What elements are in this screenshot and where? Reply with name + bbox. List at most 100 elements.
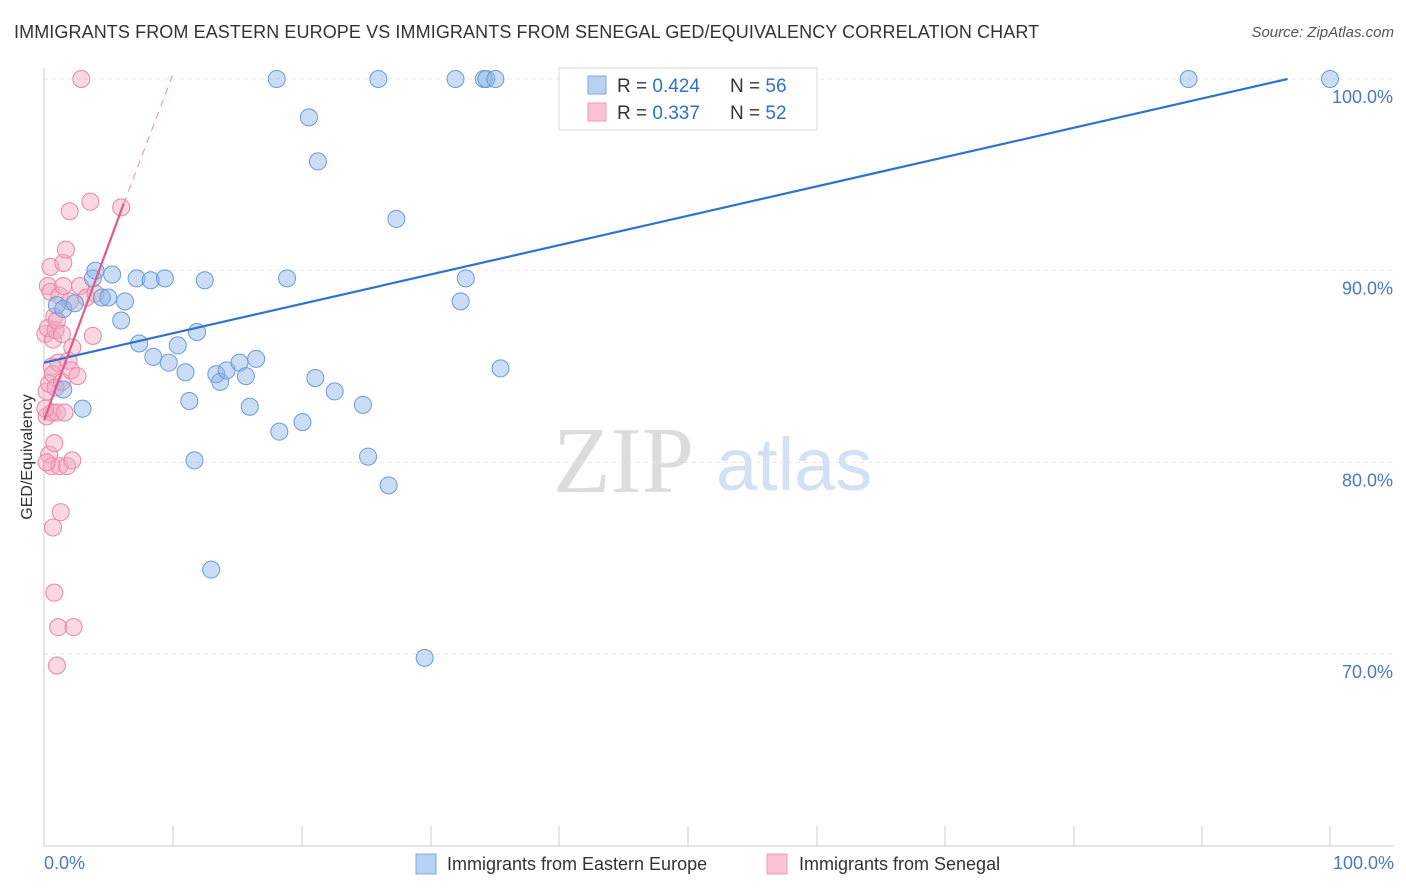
stats-n-label-blue: N = (730, 76, 765, 97)
point-senegal (58, 457, 77, 476)
point-senegal (44, 518, 63, 537)
trend-line-senegal (42, 203, 125, 421)
point-eastern-europe (247, 349, 266, 368)
series-eastern-europe-points (47, 70, 1339, 667)
point-senegal (63, 451, 82, 470)
point-eastern-europe (369, 70, 388, 88)
point-eastern-europe (185, 451, 204, 470)
x-tick-label-left: 0.0% (44, 853, 85, 873)
point-eastern-europe (1179, 70, 1198, 88)
stats-legend-swatch-pink (587, 102, 607, 122)
point-senegal (53, 324, 72, 343)
y-tick-label: 80.0% (1342, 470, 1393, 490)
svg-text:R = 0.337: R = 0.337 (617, 103, 700, 124)
point-senegal (83, 326, 102, 345)
point-eastern-europe (180, 392, 199, 410)
point-senegal (60, 202, 79, 221)
point-eastern-europe (73, 399, 92, 418)
point-eastern-europe (103, 265, 122, 284)
point-senegal (55, 403, 74, 422)
point-senegal (47, 656, 66, 675)
point-eastern-europe (155, 269, 174, 288)
watermark-zip: ZIP (553, 409, 694, 513)
stats-n-label-pink: N = (730, 103, 765, 124)
point-eastern-europe (456, 269, 475, 288)
chart-title: IMMIGRANTS FROM EASTERN EUROPE VS IMMIGR… (14, 22, 1040, 42)
point-eastern-europe (446, 70, 465, 88)
stats-legend-swatch-blue (587, 75, 607, 95)
trend-lines (42, 74, 1288, 421)
point-senegal (54, 254, 73, 272)
y-tick-label: 100.0% (1332, 87, 1393, 107)
point-eastern-europe (278, 269, 297, 288)
svg-text:N = 56: N = 56 (730, 76, 787, 97)
point-senegal (64, 618, 83, 637)
point-eastern-europe (236, 367, 255, 386)
source-label: Source: ZipAtlas.com (1251, 24, 1394, 41)
point-eastern-europe (325, 382, 344, 401)
y-tick-label: 90.0% (1342, 279, 1393, 299)
svg-text:N = 52: N = 52 (730, 103, 787, 124)
point-eastern-europe (54, 300, 73, 318)
stats-r-value-blue: 0.424 (652, 76, 700, 97)
point-eastern-europe (112, 311, 131, 330)
series-legend: Immigrants from Eastern Europe Immigrant… (415, 853, 1000, 875)
point-senegal (47, 403, 66, 422)
point-eastern-europe (293, 413, 312, 432)
point-eastern-europe (127, 269, 146, 288)
point-senegal (56, 240, 75, 259)
point-eastern-europe (65, 294, 84, 313)
point-eastern-europe (308, 152, 327, 171)
point-senegal (47, 311, 66, 330)
trend-line-senegal-extension (123, 74, 174, 204)
point-senegal (45, 583, 64, 602)
series-senegal-points (36, 70, 131, 675)
point-eastern-europe (159, 353, 178, 372)
point-senegal (81, 192, 100, 211)
point-eastern-europe (270, 422, 289, 441)
point-senegal (49, 618, 68, 637)
svg-text:R = 0.424: R = 0.424 (617, 76, 700, 97)
point-eastern-europe (116, 292, 135, 311)
point-eastern-europe (99, 288, 118, 307)
point-senegal (68, 367, 87, 386)
point-eastern-europe (195, 271, 214, 290)
point-eastern-europe (267, 70, 286, 88)
point-eastern-europe (168, 336, 187, 355)
point-eastern-europe (141, 271, 160, 290)
point-senegal (72, 70, 91, 88)
point-eastern-europe (92, 288, 111, 307)
point-eastern-europe (202, 560, 221, 579)
point-eastern-europe (486, 70, 505, 88)
point-eastern-europe (176, 363, 195, 382)
point-senegal (37, 453, 56, 472)
point-senegal (51, 503, 70, 522)
point-senegal (45, 434, 64, 453)
point-eastern-europe (211, 372, 230, 391)
point-eastern-europe (306, 369, 325, 387)
legend-label-senegal: Immigrants from Senegal (799, 854, 1000, 874)
point-eastern-europe (1321, 70, 1339, 88)
y-axis-label: GED/Equivalency (19, 394, 36, 519)
legend-swatch-eastern-europe (415, 853, 437, 875)
point-eastern-europe (415, 648, 434, 667)
point-senegal (54, 277, 73, 295)
stats-n-value-blue: 56 (765, 76, 786, 97)
point-eastern-europe (144, 347, 163, 366)
axes (43, 68, 1394, 847)
point-eastern-europe (130, 334, 149, 353)
trend-line-eastern-europe (43, 77, 1288, 364)
point-eastern-europe (491, 359, 510, 378)
stats-legend: R = 0.424 N = 56 R = 0.337 N = 52 (558, 67, 818, 131)
legend-label-eastern-europe: Immigrants from Eastern Europe (447, 854, 707, 874)
y-tick-labels: 70.0% 80.0% 90.0% 100.0% (1332, 87, 1393, 682)
point-eastern-europe (477, 70, 496, 88)
point-eastern-europe (359, 447, 378, 466)
point-eastern-europe (240, 397, 259, 416)
point-eastern-europe (387, 209, 406, 228)
stats-n-value-pink: 52 (765, 103, 786, 124)
point-eastern-europe (299, 108, 318, 127)
legend-swatch-senegal (766, 853, 788, 875)
x-ticks (43, 826, 1331, 846)
